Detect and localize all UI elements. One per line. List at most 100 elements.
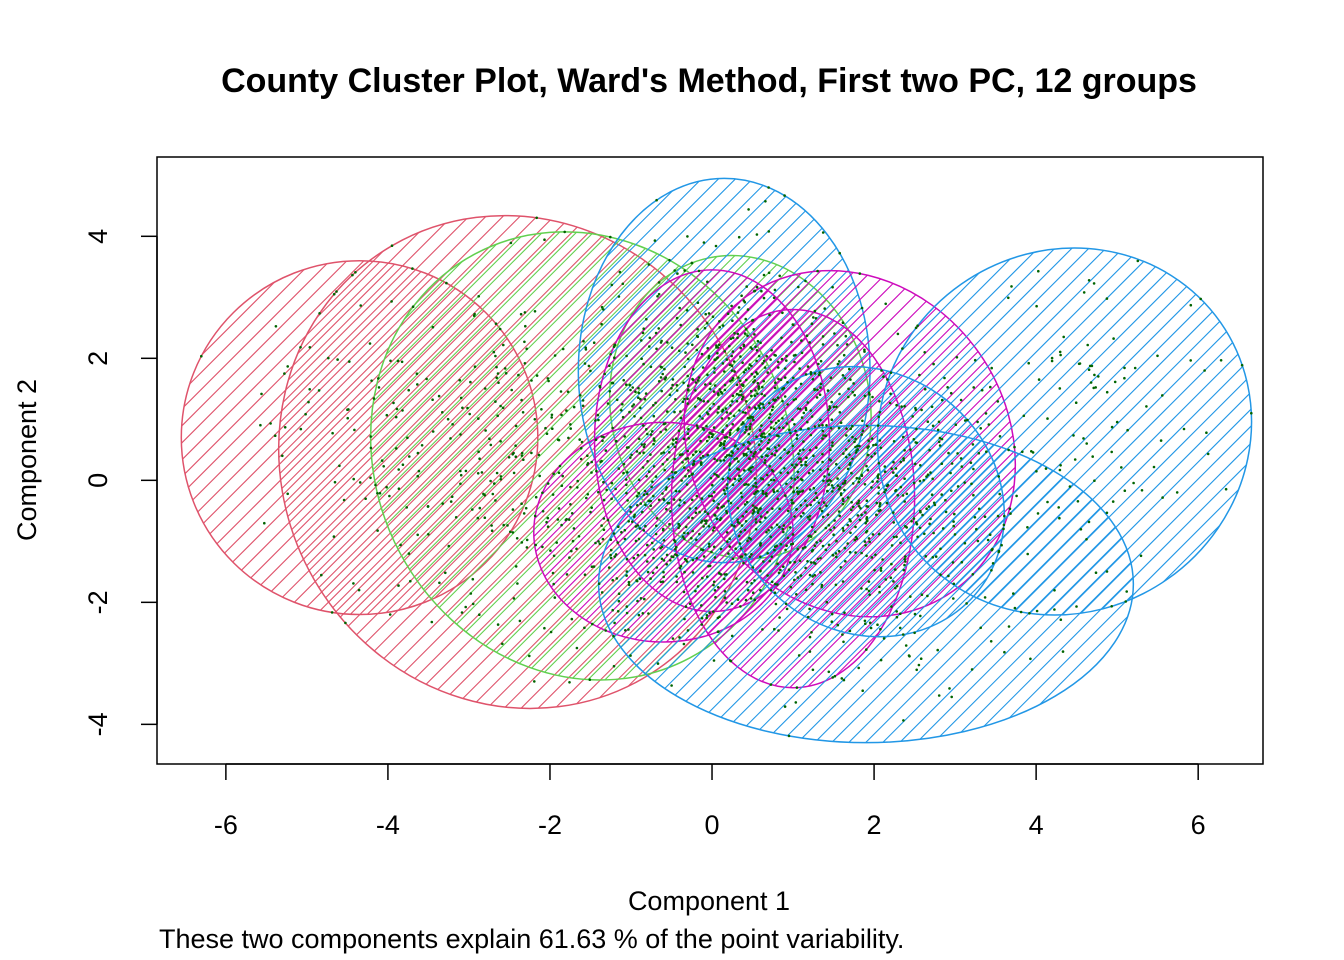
data-point <box>868 593 871 597</box>
data-point <box>892 521 895 524</box>
data-point <box>728 462 732 466</box>
data-point <box>902 435 905 439</box>
data-point <box>800 416 804 419</box>
data-point <box>1219 359 1223 362</box>
data-point <box>657 380 661 383</box>
data-point <box>716 351 719 355</box>
data-point <box>611 426 614 430</box>
data-point <box>811 469 815 472</box>
data-point <box>799 460 803 463</box>
data-point <box>892 580 895 583</box>
data-point <box>899 485 903 489</box>
data-point <box>852 382 855 385</box>
data-point <box>836 477 839 480</box>
data-point <box>919 614 922 618</box>
data-point <box>853 440 856 444</box>
data-point <box>839 566 843 569</box>
data-point <box>594 419 597 422</box>
data-point <box>970 668 974 671</box>
data-point <box>1002 527 1005 531</box>
data-point <box>678 306 681 310</box>
data-point <box>871 480 874 483</box>
data-point <box>759 402 762 405</box>
y-tick-label: -4 <box>83 712 113 736</box>
data-point <box>702 400 706 403</box>
data-point <box>706 512 710 515</box>
data-point <box>816 557 820 561</box>
data-point <box>702 555 706 558</box>
data-point <box>696 379 700 382</box>
data-point <box>784 602 788 606</box>
data-point <box>755 506 758 510</box>
data-point <box>748 425 752 429</box>
data-point <box>801 547 805 550</box>
data-point <box>420 444 424 447</box>
data-point <box>1059 353 1062 357</box>
data-point <box>874 553 877 557</box>
data-point <box>889 576 893 579</box>
data-point <box>777 419 780 423</box>
data-point <box>865 424 869 428</box>
data-point <box>870 556 874 559</box>
data-point <box>743 528 747 532</box>
data-point <box>472 314 476 318</box>
data-point <box>357 588 361 592</box>
data-point <box>778 507 781 511</box>
data-point <box>710 550 713 554</box>
data-point <box>952 582 956 586</box>
data-point <box>911 415 914 418</box>
data-point <box>639 597 643 600</box>
data-point <box>769 358 772 361</box>
data-point <box>1206 452 1210 456</box>
data-point <box>729 501 733 505</box>
data-point <box>762 379 765 383</box>
data-point <box>712 526 716 529</box>
data-point <box>750 364 753 368</box>
data-point <box>648 336 652 340</box>
data-point <box>728 545 731 548</box>
cluster-hatch <box>533 422 794 642</box>
data-point <box>895 615 899 619</box>
data-point <box>1013 606 1017 610</box>
data-point <box>879 569 883 572</box>
data-point <box>706 453 709 457</box>
data-point <box>675 384 679 387</box>
data-point <box>838 360 841 363</box>
data-point <box>875 501 879 505</box>
data-point <box>698 398 702 401</box>
data-point <box>687 428 690 431</box>
data-point <box>638 527 642 530</box>
data-point <box>821 343 825 346</box>
data-point <box>914 326 918 330</box>
data-point <box>774 421 778 425</box>
data-point <box>397 468 401 471</box>
data-point <box>655 347 658 351</box>
data-point <box>200 354 203 358</box>
data-point <box>431 398 434 402</box>
data-point <box>751 504 755 507</box>
data-point <box>773 288 777 292</box>
x-tick-label: 2 <box>867 810 882 840</box>
data-point <box>904 560 907 563</box>
data-point <box>543 238 546 241</box>
data-point <box>754 345 757 349</box>
data-point <box>719 573 723 576</box>
data-point <box>638 451 641 455</box>
data-point <box>392 401 395 405</box>
data-point <box>1046 500 1049 504</box>
data-point <box>808 635 812 639</box>
data-point <box>1105 511 1109 515</box>
data-point <box>492 350 496 354</box>
data-point <box>819 539 822 542</box>
data-point <box>955 356 959 359</box>
data-point <box>729 380 732 383</box>
data-point <box>546 482 550 485</box>
data-point <box>843 376 847 380</box>
data-point <box>712 426 716 429</box>
data-point <box>688 602 692 606</box>
data-point <box>910 519 913 523</box>
data-point <box>602 498 606 502</box>
data-point <box>516 582 519 585</box>
data-point <box>684 525 688 529</box>
data-point <box>625 605 629 608</box>
